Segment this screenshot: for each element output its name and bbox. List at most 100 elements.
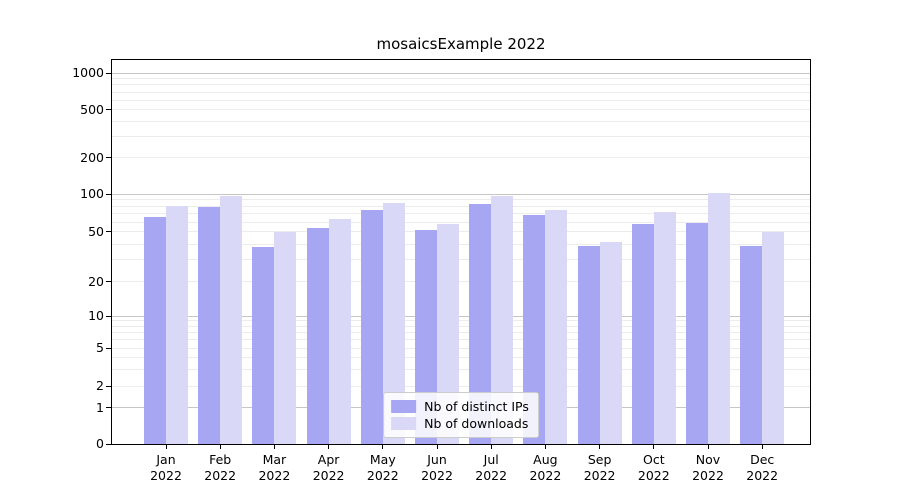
bar-mar-distinct-ips	[252, 246, 275, 444]
x-tick-mark-apr	[328, 445, 330, 449]
x-tick-month: Nov	[695, 452, 721, 467]
y-tick-mark-200	[106, 157, 112, 159]
gridline-minor-8	[112, 325, 810, 327]
legend: Nb of distinct IPs Nb of downloads	[383, 392, 539, 438]
gridline-minor-50	[112, 231, 810, 233]
x-tick-label-nov: Nov 2022	[676, 452, 740, 484]
x-tick-mark-feb	[219, 445, 221, 449]
x-tick-mark-mar	[273, 445, 275, 449]
y-tick-mark-10	[106, 315, 112, 317]
y-tick-label-1: 1	[96, 399, 104, 415]
x-tick-mark-jul	[490, 445, 492, 449]
bar-dec-downloads	[762, 232, 785, 444]
gridline-major-1000	[112, 72, 810, 74]
y-tick-mark-1000	[106, 72, 112, 74]
x-tick-label-feb: Feb 2022	[188, 452, 252, 484]
bar-dec-distinct-ips	[740, 245, 763, 444]
x-tick-month: Apr	[317, 452, 340, 467]
y-tick-label-0: 0	[96, 436, 104, 451]
x-tick-month: Feb	[209, 452, 232, 467]
bar-nov-distinct-ips	[686, 222, 708, 444]
bars-layer	[112, 60, 810, 444]
x-tick-mark-oct	[653, 445, 655, 449]
gridlines-layer	[112, 60, 810, 444]
bar-feb-downloads	[220, 196, 243, 444]
x-tick-year: 2022	[421, 468, 453, 483]
bar-sep-downloads	[599, 241, 622, 444]
gridline-minor-60	[112, 221, 810, 223]
y-tick-mark-50	[106, 231, 112, 233]
x-tick-mark-jun	[436, 445, 438, 449]
x-tick-year: 2022	[475, 468, 508, 483]
y-tick-label-50: 50	[88, 223, 104, 239]
bar-jan-downloads	[166, 206, 188, 444]
x-tick-label-aug: Aug 2022	[513, 452, 577, 484]
legend-label-distinct-ips: Nb of distinct IPs	[424, 398, 529, 414]
x-tick-label-apr: Apr 2022	[297, 452, 361, 484]
x-tick-month: Jan	[156, 452, 176, 467]
y-tick-mark-500	[106, 109, 112, 111]
gridline-minor-9	[112, 320, 810, 322]
gridline-minor-6	[112, 339, 810, 341]
gridline-minor-300	[112, 136, 810, 138]
x-tick-label-mar: Mar 2022	[242, 452, 306, 484]
x-tick-label-may: May 2022	[351, 452, 415, 484]
bar-apr-downloads	[328, 219, 351, 444]
gridline-minor-40	[112, 243, 810, 245]
x-tick-mark-jan	[165, 445, 167, 449]
gridline-minor-20	[112, 281, 810, 283]
gridline-minor-80	[112, 205, 810, 207]
legend-swatch-downloads	[391, 417, 417, 430]
gridline-minor-30	[112, 259, 810, 261]
bar-jan-distinct-ips	[144, 216, 166, 444]
x-tick-year: 2022	[312, 468, 345, 483]
gridline-minor-400	[112, 121, 810, 123]
x-tick-year: 2022	[746, 468, 779, 483]
y-tick-label-200: 200	[80, 149, 104, 165]
y-tick-mark-20	[106, 281, 112, 283]
gridline-minor-90	[112, 199, 810, 201]
y-tick-mark-2	[106, 385, 112, 387]
x-tick-mark-aug	[544, 445, 546, 449]
bar-sep-distinct-ips	[577, 245, 600, 444]
x-tick-year: 2022	[692, 468, 724, 483]
x-tick-label-jul: Jul 2022	[459, 452, 523, 484]
bar-may-distinct-ips	[360, 209, 383, 444]
legend-entry-downloads: Nb of downloads	[391, 415, 529, 432]
y-tick-label-5: 5	[96, 340, 104, 355]
y-tick-label-2: 2	[96, 378, 104, 394]
x-tick-label-jan: Jan 2022	[134, 452, 198, 484]
x-tick-year: 2022	[366, 468, 399, 483]
x-tick-month: Aug	[533, 452, 558, 467]
gridline-minor-600	[112, 99, 810, 101]
bar-nov-downloads	[708, 193, 730, 444]
x-tick-month: Jul	[483, 452, 499, 467]
gridline-minor-3	[112, 368, 810, 370]
y-tick-label-10: 10	[88, 308, 104, 323]
x-tick-mark-sep	[599, 445, 601, 449]
bar-oct-distinct-ips	[631, 223, 654, 444]
x-tick-month: Dec	[750, 452, 775, 467]
x-tick-year: 2022	[583, 468, 616, 483]
y-tick-mark-0	[106, 443, 112, 445]
gridline-minor-900	[112, 78, 810, 80]
y-tick-mark-5	[106, 347, 112, 349]
x-tick-label-sep: Sep 2022	[568, 452, 632, 484]
legend-label-downloads: Nb of downloads	[424, 415, 529, 431]
y-tick-mark-1	[106, 407, 112, 409]
x-tick-month: May	[369, 452, 396, 467]
y-tick-label-500: 500	[80, 101, 104, 117]
x-tick-month: Sep	[587, 452, 612, 467]
x-tick-year: 2022	[529, 468, 562, 483]
bar-mar-downloads	[274, 232, 297, 444]
x-tick-label-jun: Jun 2022	[405, 452, 469, 484]
legend-entry-distinct-ips: Nb of distinct IPs	[391, 398, 529, 415]
x-tick-month: Oct	[642, 452, 665, 467]
y-tick-label-1000: 1000	[72, 65, 104, 81]
gridline-minor-7	[112, 331, 810, 333]
bar-feb-distinct-ips	[198, 206, 221, 444]
bar-jun-downloads	[437, 223, 459, 444]
x-tick-month: Jun	[427, 452, 447, 467]
y-tick-label-20: 20	[88, 273, 104, 289]
